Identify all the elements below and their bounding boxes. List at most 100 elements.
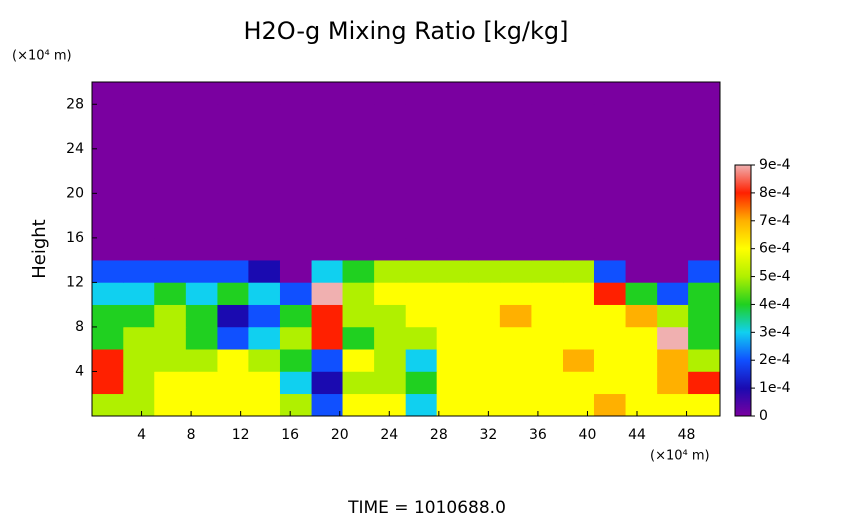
cell <box>563 348 595 372</box>
cell <box>342 348 375 372</box>
cell <box>405 371 438 395</box>
cell <box>593 326 627 350</box>
cell <box>563 326 595 350</box>
cell <box>311 170 344 194</box>
cell <box>154 215 187 239</box>
cell <box>625 282 658 305</box>
cell <box>248 215 281 239</box>
cell <box>217 126 249 150</box>
cell <box>311 103 344 127</box>
cell <box>563 215 595 239</box>
cell <box>154 259 187 283</box>
cell <box>531 237 564 261</box>
cell <box>248 393 281 417</box>
cell <box>342 148 375 172</box>
cell <box>563 237 595 261</box>
cell <box>688 326 721 350</box>
cell <box>91 237 124 261</box>
cell <box>531 103 564 127</box>
cell <box>342 193 375 216</box>
cell <box>657 215 689 239</box>
cell <box>499 215 533 239</box>
cell <box>405 348 438 372</box>
cell <box>499 148 533 172</box>
cell <box>688 148 721 172</box>
cell <box>499 259 533 283</box>
x-tick-label: 36 <box>529 427 547 443</box>
field <box>91 81 721 417</box>
cell <box>563 393 595 417</box>
cell <box>279 259 313 283</box>
cell <box>468 148 501 172</box>
y-tick-label: 12 <box>66 274 84 290</box>
cell <box>185 170 219 194</box>
cell <box>531 170 564 194</box>
cell <box>531 126 564 150</box>
cell <box>531 348 564 372</box>
x-tick-label: 12 <box>232 427 250 443</box>
cell <box>279 393 313 417</box>
cell <box>657 371 689 395</box>
cell <box>688 304 721 328</box>
cell <box>593 237 627 261</box>
x-tick-label: 4 <box>137 427 146 443</box>
cell <box>311 326 344 350</box>
cell <box>311 393 344 417</box>
cell <box>154 193 187 216</box>
cell <box>185 81 219 105</box>
cell <box>688 81 721 105</box>
cell <box>217 326 249 350</box>
x-tick-label: 28 <box>430 427 448 443</box>
cell <box>436 393 469 417</box>
cell <box>405 193 438 216</box>
cell <box>185 259 219 283</box>
cell <box>279 282 313 305</box>
cell <box>593 103 627 127</box>
x-tick-label: 48 <box>678 427 696 443</box>
cell <box>123 237 155 261</box>
cell <box>279 237 313 261</box>
cell <box>374 126 407 150</box>
cell <box>374 103 407 127</box>
cell <box>531 148 564 172</box>
cell <box>248 282 281 305</box>
x-tick-label: 44 <box>628 427 646 443</box>
cell <box>311 348 344 372</box>
cell <box>405 103 438 127</box>
cell <box>279 81 313 105</box>
cell <box>311 126 344 150</box>
cell <box>91 348 124 372</box>
cell <box>625 148 658 172</box>
cell <box>123 215 155 239</box>
cell <box>657 259 689 283</box>
cell <box>405 170 438 194</box>
cell <box>593 259 627 283</box>
cell <box>217 148 249 172</box>
cell <box>625 348 658 372</box>
cell <box>468 371 501 395</box>
cell <box>374 170 407 194</box>
cell <box>217 371 249 395</box>
colorbar-tick-label: 6e-4 <box>759 241 791 257</box>
cell <box>625 81 658 105</box>
cell <box>217 215 249 239</box>
colorbar <box>734 164 752 417</box>
cell <box>311 304 344 328</box>
cell <box>248 148 281 172</box>
cell <box>123 348 155 372</box>
plot-frame <box>91 81 721 417</box>
cell <box>311 282 344 305</box>
cell <box>657 326 689 350</box>
cell <box>405 148 438 172</box>
colorbar-tick-label: 3e-4 <box>759 324 791 340</box>
colorbar-tick-label: 2e-4 <box>759 352 791 368</box>
cell <box>499 393 533 417</box>
cell <box>342 259 375 283</box>
cell <box>405 81 438 105</box>
cell <box>185 371 219 395</box>
cell <box>123 371 155 395</box>
cell <box>625 126 658 150</box>
cell <box>154 237 187 261</box>
cell <box>123 326 155 350</box>
cell <box>248 259 281 283</box>
